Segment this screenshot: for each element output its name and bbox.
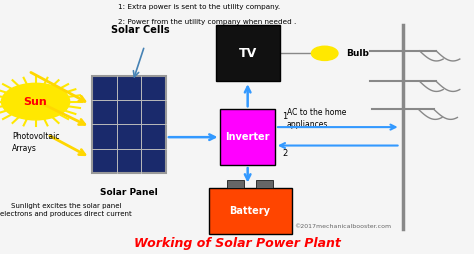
Text: Inverter: Inverter	[226, 132, 270, 142]
Text: Solar Panel: Solar Panel	[100, 188, 158, 197]
Circle shape	[1, 83, 70, 120]
Bar	[92, 76, 166, 173]
Text: Battery: Battery	[229, 206, 271, 216]
Text: Working of Solar Power Plant: Working of Solar Power Plant	[134, 237, 340, 250]
Text: TV: TV	[238, 47, 257, 60]
Text: ©2017mechanicalbooster.com: ©2017mechanicalbooster.com	[294, 224, 391, 229]
Text: 2: Power from the utility company when needed .: 2: Power from the utility company when n…	[118, 19, 297, 25]
Text: 1: 1	[282, 113, 287, 121]
Bar	[255, 180, 273, 188]
Text: Photovoltaic
Arrays: Photovoltaic Arrays	[12, 132, 59, 153]
Text: 1: Extra power is sent to the utility company.: 1: Extra power is sent to the utility co…	[118, 4, 281, 10]
Bar	[227, 180, 245, 188]
Bar	[209, 188, 292, 234]
Bar	[220, 109, 275, 165]
Text: AC to the home
appliances: AC to the home appliances	[287, 108, 346, 129]
Text: Sun: Sun	[24, 97, 47, 107]
Bar	[216, 25, 280, 81]
Text: Bulb: Bulb	[346, 49, 369, 58]
Text: Solar Cells: Solar Cells	[110, 25, 169, 36]
Text: 2: 2	[282, 149, 287, 158]
Text: Sunlight excites the solar panel
electrons and produces direct current: Sunlight excites the solar panel electro…	[0, 202, 132, 217]
Circle shape	[311, 46, 338, 60]
